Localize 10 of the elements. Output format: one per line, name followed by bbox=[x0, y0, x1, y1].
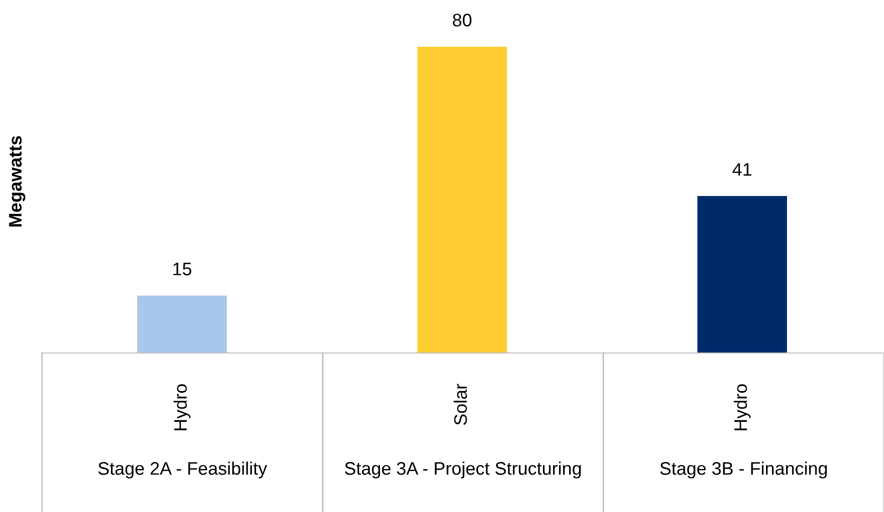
data-label: 15 bbox=[173, 262, 192, 276]
text: Stage 3B - Financing bbox=[660, 462, 827, 478]
text: Stage 2A - Feasibility bbox=[98, 462, 268, 478]
x-tick-label: Solar bbox=[454, 384, 467, 425]
text: Stage 3A - Project Structuring bbox=[344, 462, 581, 478]
y-axis-title: Megawatts bbox=[9, 136, 26, 226]
data-label: 41 bbox=[732, 163, 752, 176]
data-label: 80 bbox=[452, 14, 472, 27]
x-tick-label: Hydro bbox=[734, 384, 751, 430]
x-tick-label: Hydro bbox=[174, 384, 190, 430]
